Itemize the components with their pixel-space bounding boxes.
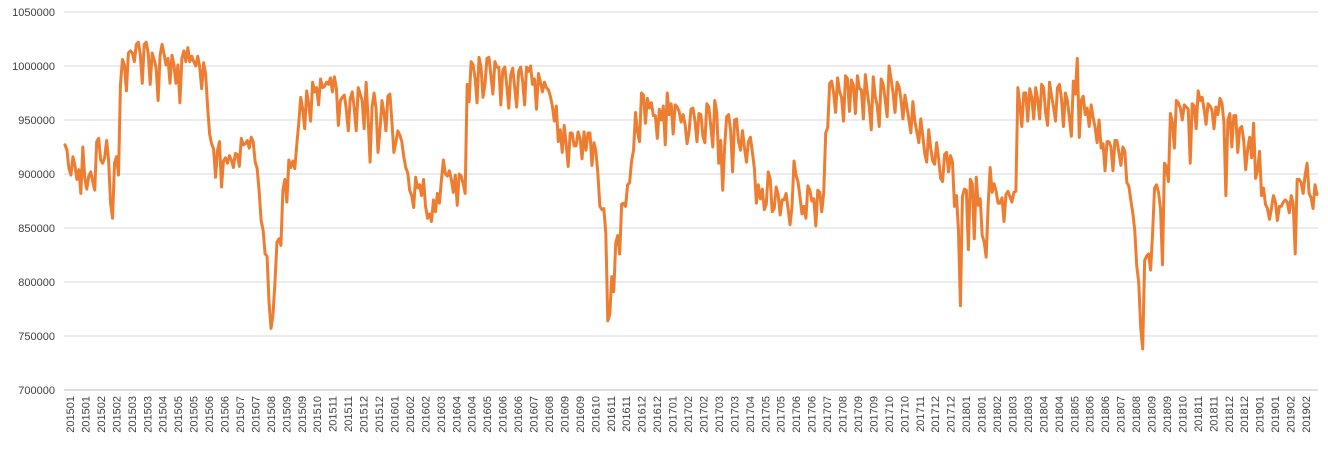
x-tick-label: 201509 bbox=[297, 396, 309, 433]
x-tick-label: 201811 bbox=[1193, 396, 1205, 432]
x-tick-label: 201812 bbox=[1224, 396, 1236, 433]
x-tick-label: 201607 bbox=[529, 396, 541, 433]
x-tick-label: 201604 bbox=[451, 396, 463, 433]
x-tick-label: 201609 bbox=[559, 396, 571, 433]
x-tick-label: 201712 bbox=[946, 396, 958, 433]
x-tick-label: 201807 bbox=[1116, 396, 1128, 433]
y-tick-label: 1050000 bbox=[12, 7, 55, 19]
x-tick-label: 201901 bbox=[1270, 396, 1282, 433]
x-tick-label: 201804 bbox=[1038, 396, 1050, 433]
x-tick-label: 201707 bbox=[822, 396, 834, 433]
x-tick-label: 201811 bbox=[1208, 396, 1220, 432]
x-tick-label: 201701 bbox=[668, 396, 680, 433]
x-tick-label: 201806 bbox=[1100, 396, 1112, 433]
x-tick-label: 201710 bbox=[884, 396, 896, 433]
x-tick-label: 201801 bbox=[977, 396, 989, 433]
x-tick-label: 201801 bbox=[961, 396, 973, 433]
x-tick-label: 201609 bbox=[575, 396, 587, 433]
x-tick-label: 201510 bbox=[312, 396, 324, 433]
x-tick-label: 201512 bbox=[359, 396, 371, 433]
x-tick-label: 201603 bbox=[436, 396, 448, 433]
x-tick-label: 201511 bbox=[343, 396, 355, 432]
x-tick-label: 201506 bbox=[220, 396, 232, 433]
x-tick-label: 201810 bbox=[1177, 396, 1189, 433]
x-tick-label: 201612 bbox=[637, 396, 649, 433]
x-tick-label: 201608 bbox=[544, 396, 556, 433]
x-tick-label: 201611 bbox=[606, 396, 618, 432]
x-tick-label: 201806 bbox=[1085, 396, 1097, 433]
x-tick-label: 201611 bbox=[621, 396, 633, 432]
x-tick-label: 201602 bbox=[420, 396, 432, 433]
x-tick-label: 201606 bbox=[498, 396, 510, 433]
y-tick-label: 900000 bbox=[18, 169, 55, 181]
x-tick-label: 201703 bbox=[714, 396, 726, 433]
x-tick-label: 201804 bbox=[1054, 396, 1066, 433]
x-tick-label: 201502 bbox=[111, 396, 123, 433]
series-layer bbox=[63, 40, 1319, 351]
y-tick-label: 700000 bbox=[18, 385, 55, 397]
x-tick-label: 201809 bbox=[1147, 396, 1159, 433]
x-tick-label: 201507 bbox=[235, 396, 247, 433]
x-tick-label: 201803 bbox=[1007, 396, 1019, 433]
x-tick-label: 201604 bbox=[467, 396, 479, 433]
x-tick-label: 201602 bbox=[405, 396, 417, 433]
x-tick-label: 201506 bbox=[204, 396, 216, 433]
x-tick-label: 201710 bbox=[899, 396, 911, 433]
x-tick-label: 201612 bbox=[652, 396, 664, 433]
x-tick-label: 201610 bbox=[590, 396, 602, 433]
x-tick-label: 201504 bbox=[158, 396, 170, 433]
x-tick-label: 201803 bbox=[1023, 396, 1035, 433]
x-tick-label: 201702 bbox=[698, 396, 710, 433]
x-tick-label: 201702 bbox=[683, 396, 695, 433]
x-tick-label: 201805 bbox=[1069, 396, 1081, 433]
x-tick-label: 201705 bbox=[776, 396, 788, 433]
x-tick-label: 201705 bbox=[760, 396, 772, 433]
x-tick-label: 201511 bbox=[328, 396, 340, 432]
x-tick-label: 201901 bbox=[1255, 396, 1267, 433]
x-tick-label: 201808 bbox=[1131, 396, 1143, 433]
x-tick-label: 201505 bbox=[173, 396, 185, 433]
series-line bbox=[63, 40, 1319, 351]
y-tick-label: 950000 bbox=[18, 115, 55, 127]
x-tick-label: 201501 bbox=[80, 396, 92, 433]
y-tick-label: 750000 bbox=[18, 331, 55, 343]
y-axis-ticks: 700000 750000 800000 850000 900000 950000 1000… bbox=[12, 7, 55, 397]
x-tick-label: 201503 bbox=[127, 396, 139, 433]
x-tick-label: 201512 bbox=[374, 396, 386, 433]
x-tick-label: 201708 bbox=[838, 396, 850, 433]
y-tick-label: 1000000 bbox=[12, 61, 55, 73]
x-tick-label: 201601 bbox=[389, 396, 401, 433]
x-tick-label: 201508 bbox=[266, 396, 278, 433]
x-tick-label: 201706 bbox=[807, 396, 819, 433]
x-tick-label: 201711 bbox=[915, 396, 927, 432]
x-tick-label: 201709 bbox=[853, 396, 865, 433]
x-tick-label: 201712 bbox=[930, 396, 942, 433]
y-tick-label: 850000 bbox=[18, 223, 55, 235]
x-axis-ticks: 201501 201501 201502 201502 201503 201503 2015… bbox=[65, 396, 1313, 433]
x-tick-label: 201503 bbox=[142, 396, 154, 433]
x-tick-label: 201706 bbox=[791, 396, 803, 433]
x-tick-label: 201802 bbox=[992, 396, 1004, 433]
x-tick-label: 201507 bbox=[250, 396, 262, 433]
x-tick-label: 201605 bbox=[482, 396, 494, 433]
x-tick-label: 201809 bbox=[1162, 396, 1174, 433]
x-tick-label: 201501 bbox=[65, 396, 77, 433]
y-tick-label: 800000 bbox=[18, 277, 55, 289]
x-tick-label: 201709 bbox=[868, 396, 880, 433]
x-tick-label: 201509 bbox=[281, 396, 293, 433]
x-tick-label: 201902 bbox=[1286, 396, 1298, 433]
x-tick-label: 201606 bbox=[513, 396, 525, 433]
x-tick-label: 201902 bbox=[1301, 396, 1313, 433]
x-tick-label: 201502 bbox=[96, 396, 108, 433]
x-tick-label: 201703 bbox=[729, 396, 741, 433]
x-tick-label: 201505 bbox=[189, 396, 201, 433]
x-tick-label: 201704 bbox=[745, 396, 757, 433]
x-tick-label: 201812 bbox=[1239, 396, 1251, 433]
